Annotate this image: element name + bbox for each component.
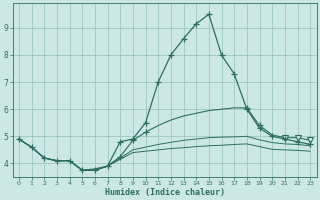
X-axis label: Humidex (Indice chaleur): Humidex (Indice chaleur) [105, 188, 225, 197]
